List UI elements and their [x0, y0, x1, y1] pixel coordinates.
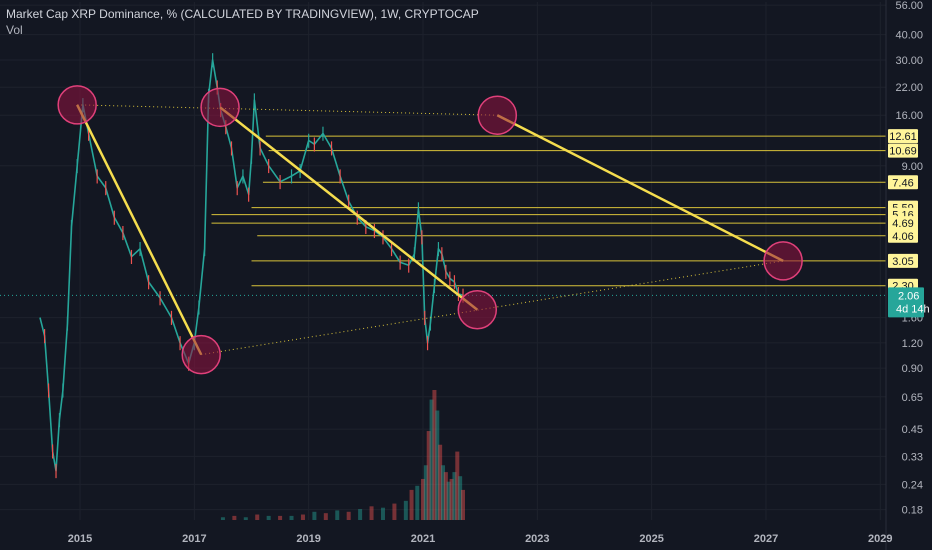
x-tick-label: 2025: [639, 533, 663, 545]
y-tick-label: 0.65: [902, 392, 923, 404]
volume-bar: [441, 465, 445, 520]
volume-bar: [435, 410, 440, 520]
volume-bar: [312, 511, 317, 520]
bar-countdown: 4d 14h: [896, 303, 930, 315]
chart-title: Market Cap XRP Dominance, % (CALCULATED …: [6, 7, 479, 21]
y-tick-label: 1.20: [902, 338, 923, 350]
volume-bar: [255, 514, 260, 520]
horizontal-levels[interactable]: [211, 135, 886, 287]
volume-bar: [426, 431, 431, 520]
trend-lines[interactable]: [76, 104, 784, 356]
x-tick-label: 2015: [68, 533, 92, 545]
volume-bar: [423, 465, 428, 520]
level-label: 7.46: [892, 177, 913, 189]
current-price-label-bg: [888, 287, 924, 318]
volume-bar: [438, 444, 443, 520]
volume-bar: [452, 472, 457, 520]
y-tick-label: 30.00: [895, 55, 923, 67]
volume-bar: [446, 481, 451, 520]
y-tick-label: 0.18: [902, 505, 923, 517]
level-label: 4.69: [892, 218, 913, 230]
level-label-bg: [888, 175, 918, 190]
level-label-bg: [888, 228, 918, 243]
volume-indicator-label[interactable]: Vol: [6, 23, 23, 37]
volume-bar: [392, 503, 397, 520]
y-axis-ticks: 56.0040.0030.0022.0016.009.001.601.200.9…: [895, 0, 923, 517]
volume-bar: [449, 478, 454, 520]
y-tick-label: 9.00: [902, 161, 923, 173]
marker-circle[interactable]: [200, 87, 240, 128]
volume-bar: [461, 489, 466, 520]
y-tick-label: 16.00: [895, 110, 923, 122]
volume-bar: [220, 517, 225, 520]
volume-bar: [243, 517, 248, 520]
x-tick-label: 2029: [868, 533, 892, 545]
level-label-bg: [888, 216, 918, 231]
trend-line[interactable]: [76, 104, 203, 356]
marker-circle[interactable]: [477, 95, 518, 135]
volume-bar: [415, 485, 420, 520]
y-tick-label: 0.90: [902, 363, 923, 375]
y-tick-label: 22.00: [895, 82, 923, 94]
volume-bar: [429, 399, 434, 520]
chart-header: Market Cap XRP Dominance, % (CALCULATED …: [6, 6, 479, 38]
volume-bar: [358, 509, 363, 520]
y-tick-label: 56.00: [895, 0, 923, 12]
y-tick-label: 0.33: [902, 451, 923, 463]
level-label-bg: [888, 143, 918, 158]
x-tick-label: 2023: [525, 533, 549, 545]
volume-bar: [420, 478, 425, 520]
price-axis[interactable]: [886, 0, 932, 550]
level-label: 12.61: [889, 131, 917, 143]
marker-circle[interactable]: [457, 289, 498, 330]
level-label-bg: [888, 129, 918, 144]
volume-bar: [346, 511, 351, 520]
x-tick-label: 2027: [754, 533, 778, 545]
marker-circles[interactable]: [57, 85, 803, 375]
marker-circle[interactable]: [181, 334, 221, 375]
marker-circle[interactable]: [57, 85, 97, 125]
volume-bar: [289, 515, 294, 520]
current-price-value: 2.06: [898, 290, 919, 302]
trend-line[interactable]: [219, 106, 479, 311]
volume-bar: [380, 507, 385, 520]
x-tick-label: 2019: [296, 533, 320, 545]
volume-bar: [300, 514, 305, 520]
volume-bar: [266, 515, 271, 520]
volume-bar: [432, 390, 437, 520]
volume-bar: [323, 513, 328, 520]
volume-bars: [220, 390, 466, 520]
volume-bar: [455, 451, 460, 520]
y-tick-label: 0.45: [902, 424, 923, 436]
volume-bar: [335, 510, 340, 520]
x-axis-ticks: 2015 2017 2019 2021 2023 2025 2027 2029: [68, 533, 893, 545]
volume-bar: [443, 472, 448, 520]
volume-bar: [278, 515, 283, 520]
x-tick-label: 2017: [182, 533, 206, 545]
y-tick-label: 0.24: [902, 479, 923, 491]
volume-bar: [369, 506, 374, 520]
volume-bar: [409, 489, 414, 520]
marker-circle[interactable]: [763, 241, 803, 281]
y-tick-label: 40.00: [895, 30, 923, 42]
trend-line[interactable]: [496, 114, 784, 263]
volume-bar: [232, 515, 237, 520]
level-label: 3.05: [892, 256, 913, 268]
volume-bar: [458, 476, 463, 520]
volume-bar: [403, 500, 408, 520]
level-label-bg: [888, 253, 918, 268]
x-tick-label: 2021: [411, 533, 435, 545]
level-label: 4.06: [892, 231, 913, 243]
level-label: 10.69: [889, 146, 917, 158]
